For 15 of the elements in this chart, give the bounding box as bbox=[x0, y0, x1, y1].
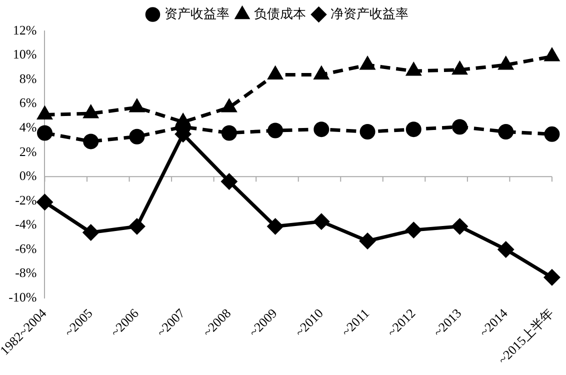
legend-label: 负债成本 bbox=[254, 6, 306, 21]
legend-label: 净资产收益率 bbox=[330, 6, 408, 21]
y-tick-label: 4% bbox=[19, 120, 37, 135]
y-tick-label: 8% bbox=[19, 70, 37, 86]
y-tick-label: -10% bbox=[8, 289, 37, 304]
legend-label: 资产收益率 bbox=[164, 6, 230, 21]
y-tick-label: 10% bbox=[12, 46, 37, 62]
y-tick-label: -8% bbox=[15, 265, 37, 280]
y-tick-label: 12% bbox=[12, 22, 37, 38]
y-tick-label: 6% bbox=[19, 95, 37, 110]
y-tick-label: -2% bbox=[15, 192, 37, 208]
y-tick-label: -4% bbox=[15, 216, 37, 232]
y-tick-label: 2% bbox=[19, 144, 37, 159]
y-tick-label: -6% bbox=[15, 240, 37, 256]
y-tick-label: 0% bbox=[19, 168, 37, 184]
